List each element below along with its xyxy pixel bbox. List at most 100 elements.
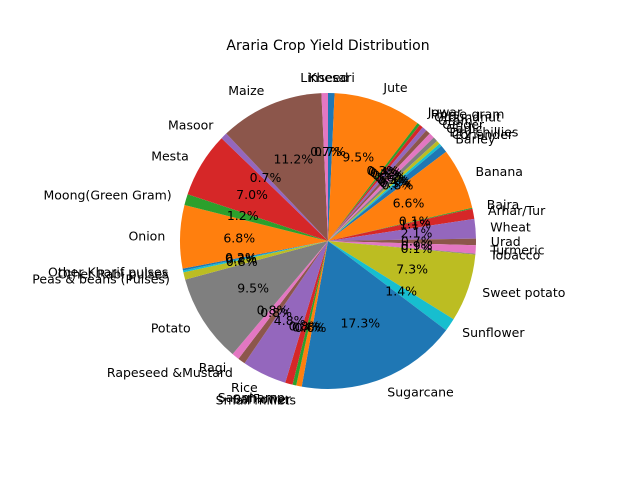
pie-slice [328,93,418,242]
pie-slice [328,241,476,255]
percent-label: 0.7% [250,170,282,185]
slice-label: Coriander [452,127,514,142]
slice-label: Maize [228,83,264,98]
pie-slice [328,241,476,320]
percent-label: 0.8% [226,254,258,269]
slice-label: Mesta [151,149,189,164]
percent-label: 0.3% [367,163,399,178]
percent-label: 6.6% [393,195,425,210]
pie-slice [328,207,473,241]
slice-label: Bajra [487,197,520,212]
slice-label: Potato [151,320,191,335]
pie-slice [238,241,328,364]
pie-slice [328,208,475,241]
pie-slice [187,138,328,241]
percent-label: 2.1% [401,226,433,241]
slice-label: Linseed [300,70,348,85]
percent-label: 0.4% [368,164,400,179]
slice-label: Jowar [427,104,463,119]
percent-label: 9.5% [342,150,374,165]
slice-label: Peas & beans (Pulses) [32,272,170,287]
percent-label: 1.1% [399,217,431,232]
percent-label: 0.7% [314,144,346,159]
slice-label: Gram [438,113,473,128]
percent-label: 0.4% [378,174,410,189]
slice-label: Small millets [216,393,296,408]
pie-slice [301,241,447,390]
pie-slice [180,205,328,269]
chart-title: Araria Crop Yield Distribution [226,38,429,54]
slice-label: Other Rabi pulses [58,266,169,281]
pie-slice [321,93,328,241]
slice-label: Jute [382,80,408,95]
slice-label: Onion [128,228,165,243]
percent-label: 0.7% [310,144,342,159]
pie-slice [328,238,476,246]
pie-slice [328,143,442,241]
percent-label: 0.1% [399,213,431,228]
pie-slice [328,137,438,241]
slice-label: Khesari [308,70,355,85]
pie-slice [328,218,476,241]
slice-label: Garlic [446,121,482,136]
percent-label: 0.7% [401,234,433,249]
pie-slice [185,241,328,355]
percent-label: 6.8% [223,230,255,245]
pie-slice [296,241,328,387]
percent-label: 0.8% [289,319,321,334]
pie-slice [328,241,476,254]
slice-label: Dry chillies [449,124,518,139]
pie-slice [184,194,328,241]
pie-slices [180,93,476,390]
pie-slice [328,127,427,241]
pie-slice [328,241,454,331]
pie-slice [328,133,434,241]
slice-label: Tobacco [489,248,540,263]
percent-label: 0.3% [380,175,412,190]
pie-slice [328,145,447,241]
pie-slice [328,130,430,241]
pie-slice [285,241,328,385]
pie-slice [183,241,328,280]
slice-label: Turmeric [490,242,545,257]
slice-label: Other Kharif pulses [48,264,168,279]
pie-slice [328,93,335,241]
slice-label: Moong(Green Gram) [44,187,172,202]
percent-label: 0.4% [292,319,324,334]
pie-slice [182,241,328,271]
percent-label: 7.0% [236,187,268,202]
percent-labels: 0.7%9.5%0.3%0.4%0.5%0.5%0.6%0.5%0.4%0.3%… [223,144,432,335]
percent-label: 0.5% [372,168,404,183]
pie-slice [328,123,420,241]
pie-slice [292,241,328,386]
pie-slice [232,241,328,359]
percent-label: 11.2% [273,151,313,166]
pie-slice [328,140,440,241]
slice-label: Barley [455,132,496,147]
percent-label: 0.5% [377,172,409,187]
percent-label: 0.8% [260,305,292,320]
pie-slice [244,241,328,383]
percent-label: 7.3% [396,261,428,276]
percent-label: 1.4% [385,283,417,298]
percent-label: 0.5% [370,166,402,181]
pie-slice [182,241,328,273]
slice-label: Ginger [442,117,485,132]
slice-label: Banana [476,164,523,179]
percent-label: 4.8% [274,313,306,328]
percent-label: 0.9% [401,238,433,253]
percent-label: 0.2% [225,251,257,266]
slice-label: Ragi [199,360,226,375]
percent-label: 17.3% [340,316,380,331]
percent-label: 0.8% [257,302,289,317]
slice-label: Rapeseed &Mustard [107,365,233,380]
slice-label: Sannhamp [218,390,285,405]
slice-label: Groundnut [434,110,501,125]
slice-label: Arhar/Tur [488,203,546,218]
percent-label: 0.6% [374,170,406,185]
pie-slice [226,93,328,242]
percent-label: 0.2% [225,250,257,265]
percent-label: 0.6% [295,320,327,335]
percent-label: 0.8% [382,178,414,193]
slice-label: Sunflower [462,325,525,340]
